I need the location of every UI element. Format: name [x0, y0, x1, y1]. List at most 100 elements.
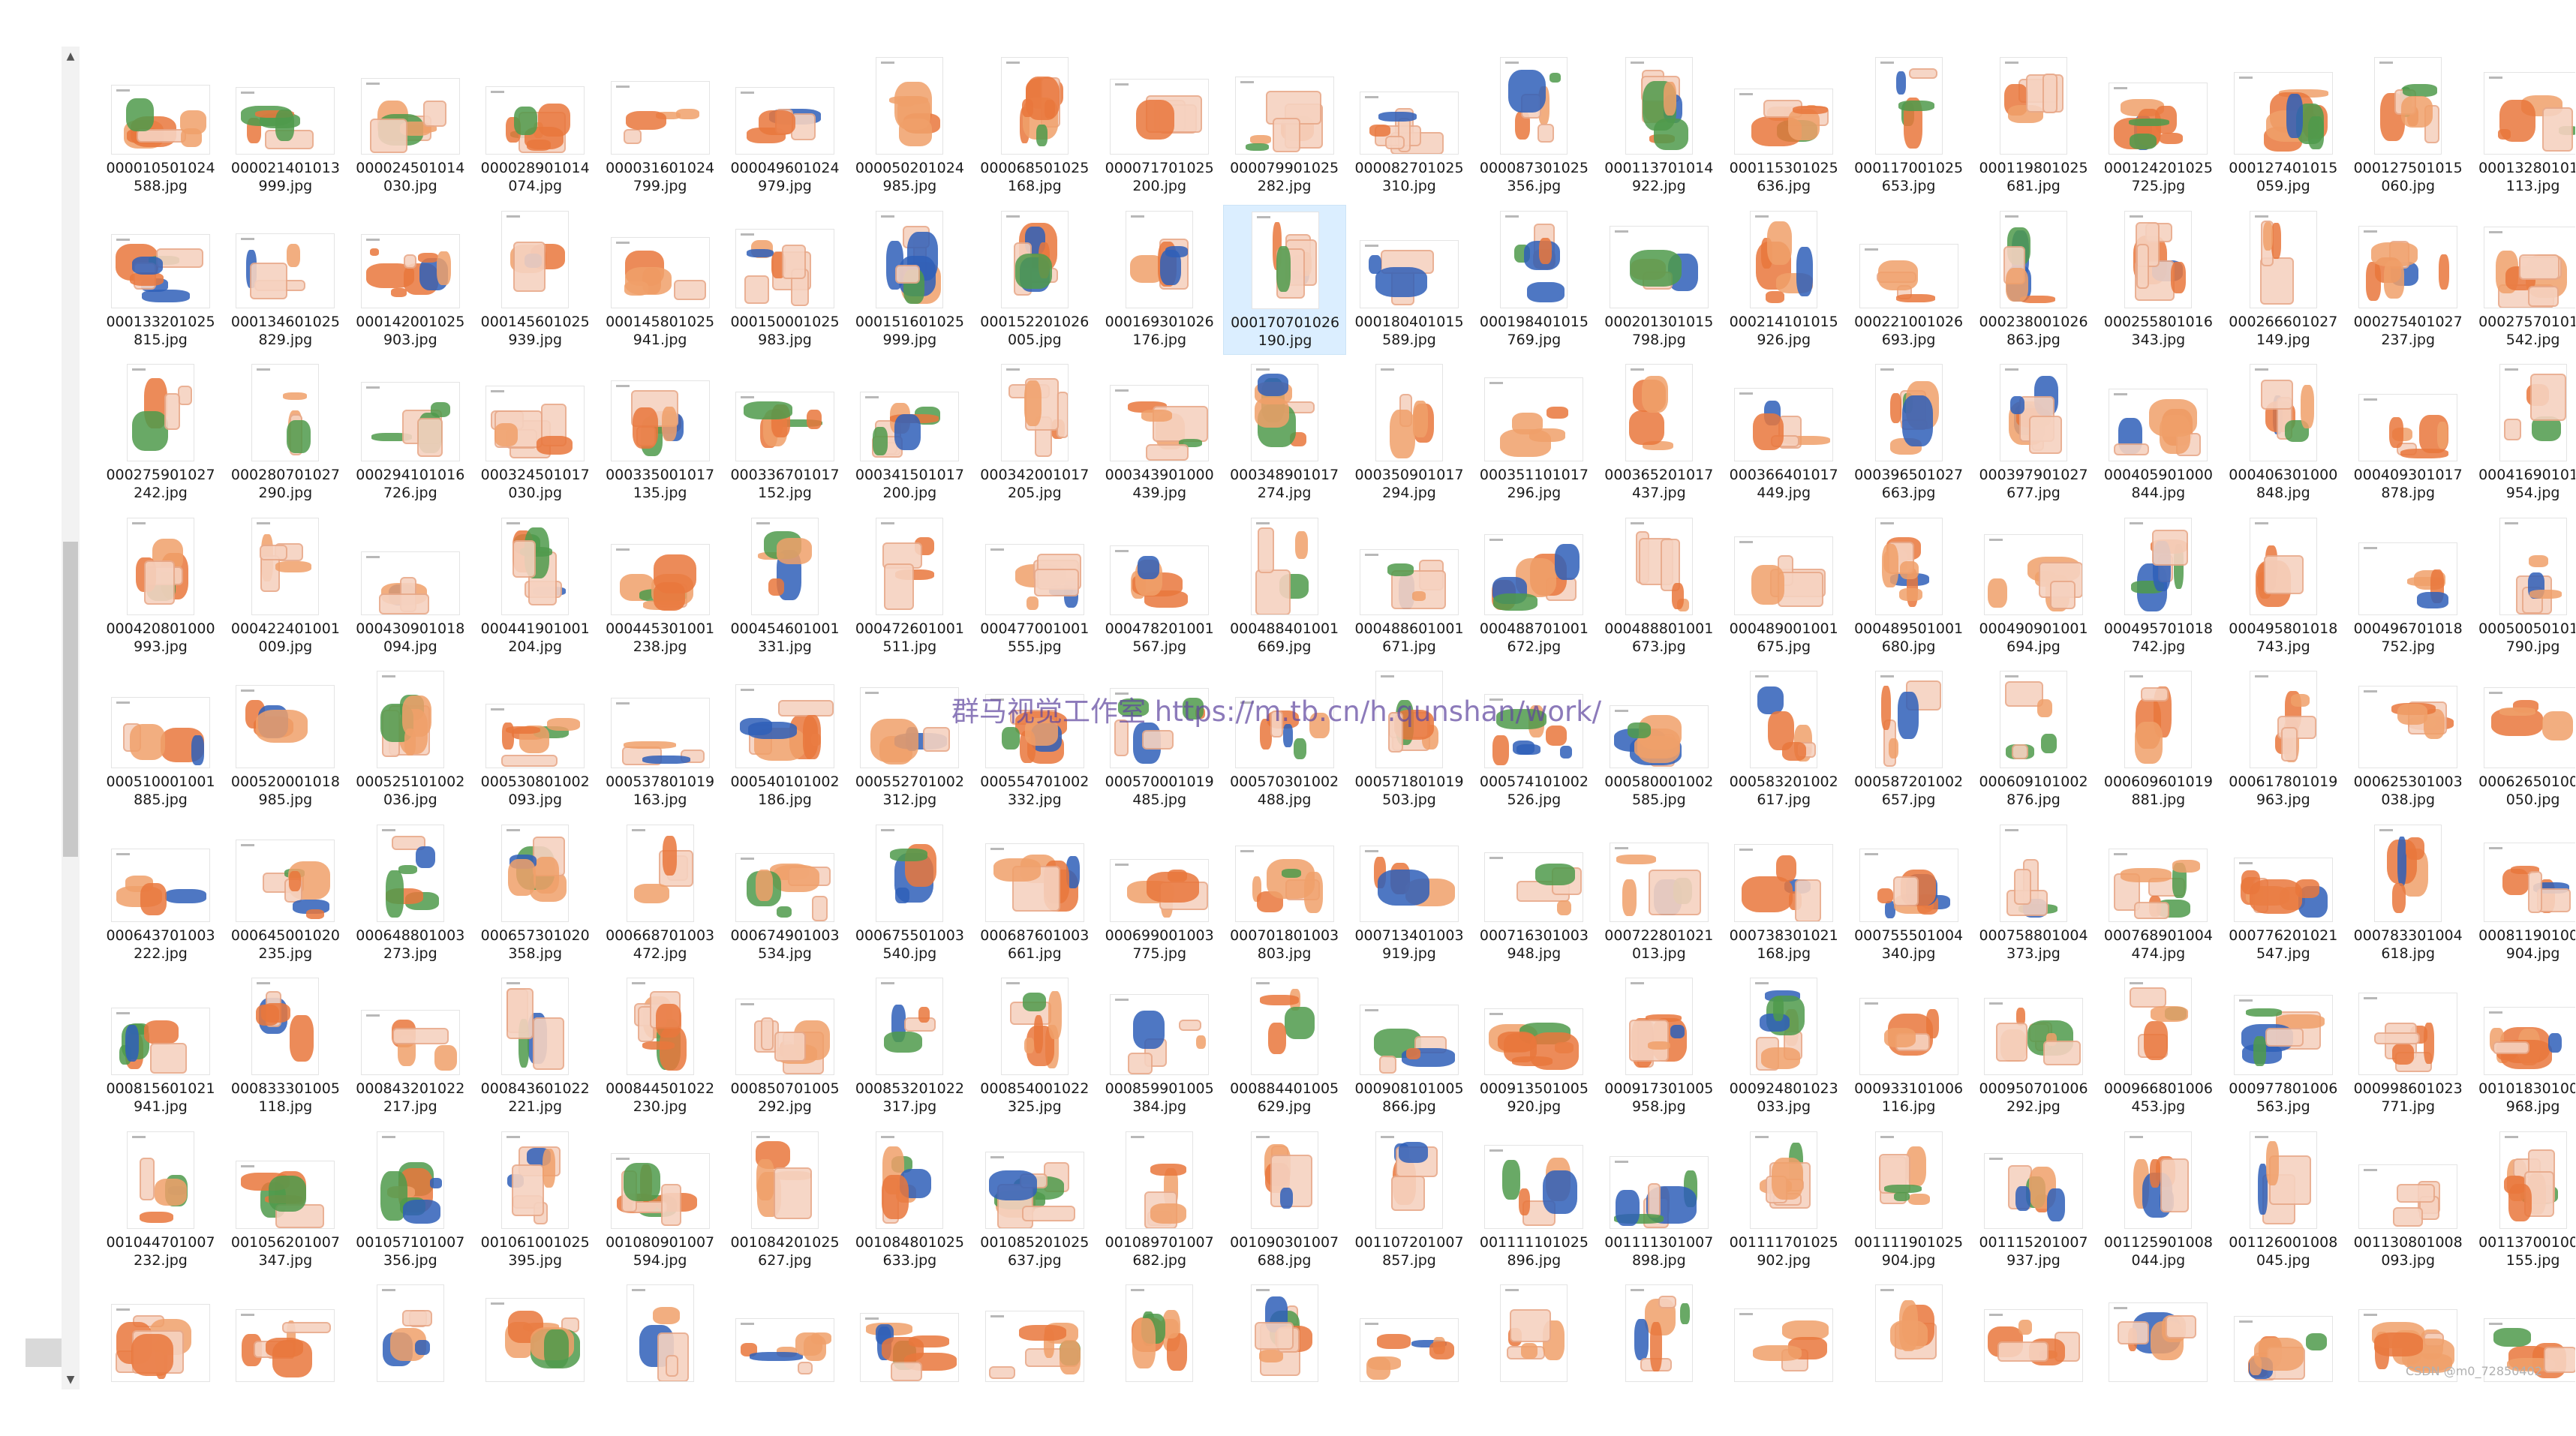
- file-thumbnail-item[interactable]: 000530801002 093.jpg: [473, 665, 597, 815]
- file-thumbnail-item[interactable]: 000755501004 340.jpg: [1847, 819, 1970, 969]
- file-thumbnail-item[interactable]: 000884401005 629.jpg: [1223, 972, 1346, 1122]
- file-thumbnail-item[interactable]: 000525101002 036.jpg: [349, 665, 472, 815]
- file-thumbnail-item[interactable]: 000713401003 919.jpg: [1348, 819, 1471, 969]
- file-thumbnail-item[interactable]: 000087301025 356.jpg: [1472, 51, 1595, 201]
- file-thumbnail-item[interactable]: 000255801016 343.jpg: [2097, 205, 2220, 355]
- file-thumbnail-item[interactable]: 000917301005 958.jpg: [1598, 972, 1721, 1122]
- file-thumbnail-item[interactable]: 001195401008: [1348, 1278, 1471, 1386]
- file-thumbnail-item[interactable]: 000127401015 059.jpg: [2222, 51, 2345, 201]
- file-thumbnail-item[interactable]: 000488601001 671.jpg: [1348, 512, 1471, 662]
- file-thumbnail-item[interactable]: 000908101005 866.jpg: [1348, 972, 1471, 1122]
- file-thumbnail-item[interactable]: 000701801003 803.jpg: [1223, 819, 1346, 969]
- file-thumbnail-item[interactable]: 000811901004 904.jpg: [2472, 819, 2575, 969]
- file-thumbnail-item[interactable]: 000540101002 186.jpg: [723, 665, 846, 815]
- file-thumbnail-item[interactable]: 000275901027 242.jpg: [99, 358, 222, 508]
- file-thumbnail-item[interactable]: 000409301017 878.jpg: [2346, 358, 2469, 508]
- file-thumbnail-item[interactable]: 000472601001 511.jpg: [848, 512, 971, 662]
- file-thumbnail-item[interactable]: 000275401027 237.jpg: [2346, 205, 2469, 355]
- file-thumbnail-item[interactable]: 000201301015 798.jpg: [1598, 205, 1721, 355]
- file-thumbnail-item[interactable]: 000198401015 769.jpg: [1472, 205, 1595, 355]
- file-thumbnail-item[interactable]: 000854001022 325.jpg: [973, 972, 1096, 1122]
- file-thumbnail-item[interactable]: 000574101002 526.jpg: [1472, 665, 1595, 815]
- file-thumbnail-item[interactable]: 001111301007 898.jpg: [1598, 1125, 1721, 1275]
- file-thumbnail-item[interactable]: 001061001025 395.jpg: [473, 1125, 597, 1275]
- file-thumbnail-item[interactable]: 000420801000 993.jpg: [99, 512, 222, 662]
- file-thumbnail-item[interactable]: 001056201007 347.jpg: [224, 1125, 347, 1275]
- file-thumbnail-item[interactable]: 000933101006 116.jpg: [1847, 972, 1970, 1122]
- file-thumbnail-item[interactable]: 000488801001 673.jpg: [1598, 512, 1721, 662]
- file-thumbnail-item[interactable]: 000859901005 384.jpg: [1098, 972, 1221, 1122]
- file-thumbnail-item[interactable]: 000010501024 588.jpg: [99, 51, 222, 201]
- file-thumbnail-item[interactable]: 000441901001 204.jpg: [473, 512, 597, 662]
- file-thumbnail-item[interactable]: 000221001026 693.jpg: [1847, 205, 1970, 355]
- file-thumbnail-item[interactable]: 000668701003 472.jpg: [599, 819, 722, 969]
- file-thumbnail-item[interactable]: 000998601023 771.jpg: [2346, 972, 2469, 1122]
- file-thumbnail-item[interactable]: 000335001017 135.jpg: [599, 358, 722, 508]
- file-thumbnail-item[interactable]: 001260301027: [2472, 1278, 2575, 1386]
- file-thumbnail-item[interactable]: 001085201025 637.jpg: [973, 1125, 1096, 1275]
- file-thumbnail-item[interactable]: 001142601026: [349, 1278, 472, 1386]
- file-thumbnail-item[interactable]: 000571801019 503.jpg: [1348, 665, 1471, 815]
- file-thumbnail-item[interactable]: 000716301003 948.jpg: [1472, 819, 1595, 969]
- file-thumbnail-item[interactable]: 001177901026: [1098, 1278, 1221, 1386]
- file-thumbnail-item[interactable]: 000580001002 585.jpg: [1598, 665, 1721, 815]
- file-thumbnail-item[interactable]: 000142001025 903.jpg: [349, 205, 472, 355]
- file-thumbnail-item[interactable]: 000238001026 863.jpg: [1972, 205, 2095, 355]
- file-thumbnail-item[interactable]: 000050201024 985.jpg: [848, 51, 971, 201]
- file-thumbnail-item[interactable]: 000738301021 168.jpg: [1722, 819, 1845, 969]
- file-thumbnail-item[interactable]: 000583201002 617.jpg: [1722, 665, 1845, 815]
- file-thumbnail-item[interactable]: 000488701001 672.jpg: [1472, 512, 1595, 662]
- file-thumbnail-item[interactable]: 000021401013 999.jpg: [224, 51, 347, 201]
- file-thumbnail-item[interactable]: 000687601003 661.jpg: [973, 819, 1096, 969]
- file-thumbnail-item[interactable]: 000416901017 954.jpg: [2472, 358, 2575, 508]
- file-thumbnail-item[interactable]: 001090301007 688.jpg: [1223, 1125, 1346, 1275]
- file-thumbnail-item[interactable]: 000609101002 876.jpg: [1972, 665, 2095, 815]
- file-thumbnail-item[interactable]: 000850701005 292.jpg: [723, 972, 846, 1122]
- file-thumbnail-item[interactable]: 001107201007 857.jpg: [1348, 1125, 1471, 1275]
- file-thumbnail-item[interactable]: 000152201026 005.jpg: [973, 205, 1096, 355]
- file-thumbnail-item[interactable]: 000674901003 534.jpg: [723, 819, 846, 969]
- file-thumbnail-item[interactable]: 001243801027: [2222, 1278, 2345, 1386]
- file-thumbnail-item[interactable]: 001130801008 093.jpg: [2346, 1125, 2469, 1275]
- file-thumbnail-item[interactable]: 000776201021 547.jpg: [2222, 819, 2345, 969]
- file-thumbnail-item[interactable]: 001238101027: [1972, 1278, 2095, 1386]
- file-thumbnail-item[interactable]: 001018301006 968.jpg: [2472, 972, 2575, 1122]
- file-thumbnail-item[interactable]: 000145801025 941.jpg: [599, 205, 722, 355]
- file-thumbnail-item[interactable]: 000405901000 844.jpg: [2097, 358, 2220, 508]
- file-thumbnail-item[interactable]: 001057101007 356.jpg: [349, 1125, 472, 1275]
- file-thumbnail-item[interactable]: 000214101015 926.jpg: [1722, 205, 1845, 355]
- file-thumbnail-item[interactable]: 000445301001 238.jpg: [599, 512, 722, 662]
- file-thumbnail-item[interactable]: 001154801008: [473, 1278, 597, 1386]
- file-thumbnail-item[interactable]: 000406301000 848.jpg: [2222, 358, 2345, 508]
- file-thumbnail-item[interactable]: 000643701003 222.jpg: [99, 819, 222, 969]
- file-thumbnail-item[interactable]: 000115301025 636.jpg: [1722, 51, 1845, 201]
- file-thumbnail-item[interactable]: 000127501015 060.jpg: [2346, 51, 2469, 201]
- file-thumbnail-item[interactable]: 001177201008: [848, 1278, 971, 1386]
- vertical-scrollbar[interactable]: ▲ ▼: [62, 47, 80, 1389]
- file-thumbnail-item[interactable]: 000675501003 540.jpg: [848, 819, 971, 969]
- file-thumbnail-item[interactable]: 000071701025 200.jpg: [1098, 51, 1221, 201]
- file-thumbnail-item[interactable]: 000124201025 725.jpg: [2097, 51, 2220, 201]
- file-thumbnail-item[interactable]: 000490901001 694.jpg: [1972, 512, 2095, 662]
- file-thumbnail-item[interactable]: 000134601025 829.jpg: [224, 205, 347, 355]
- file-thumbnail-item[interactable]: 000520001018 985.jpg: [224, 665, 347, 815]
- file-thumbnail-item[interactable]: 000430901018 094.jpg: [349, 512, 472, 662]
- file-thumbnail-item[interactable]: 000758801004 373.jpg: [1972, 819, 2095, 969]
- file-thumbnail-item[interactable]: 000570001019 485.jpg: [1098, 665, 1221, 815]
- file-thumbnail-item[interactable]: 000913501005 920.jpg: [1472, 972, 1595, 1122]
- file-thumbnail-item[interactable]: 000082701025 310.jpg: [1348, 51, 1471, 201]
- file-thumbnail-item[interactable]: 001139901008: [224, 1278, 347, 1386]
- file-thumbnail-item[interactable]: 000150001025 983.jpg: [723, 205, 846, 355]
- file-thumbnail-item[interactable]: 001243701027: [2097, 1278, 2220, 1386]
- file-thumbnail-item[interactable]: 000844501022 230.jpg: [599, 972, 722, 1122]
- file-thumbnail-item[interactable]: 000609601019 881.jpg: [2097, 665, 2220, 815]
- file-thumbnail-item[interactable]: 000699001003 775.jpg: [1098, 819, 1221, 969]
- file-thumbnail-item[interactable]: 000170701026 190.jpg: [1222, 204, 1346, 355]
- file-thumbnail-item[interactable]: 000350901017 294.jpg: [1348, 358, 1471, 508]
- file-thumbnail-item[interactable]: 001260101009: [2346, 1278, 2469, 1386]
- chevron-up-icon[interactable]: ▲: [66, 50, 75, 62]
- file-thumbnail-item[interactable]: 000768901004 474.jpg: [2097, 819, 2220, 969]
- file-thumbnail-item[interactable]: 000722801021 013.jpg: [1598, 819, 1721, 969]
- file-thumbnail-item[interactable]: 000280701027 290.jpg: [224, 358, 347, 508]
- file-thumbnail-item[interactable]: 001044701007 232.jpg: [99, 1125, 222, 1275]
